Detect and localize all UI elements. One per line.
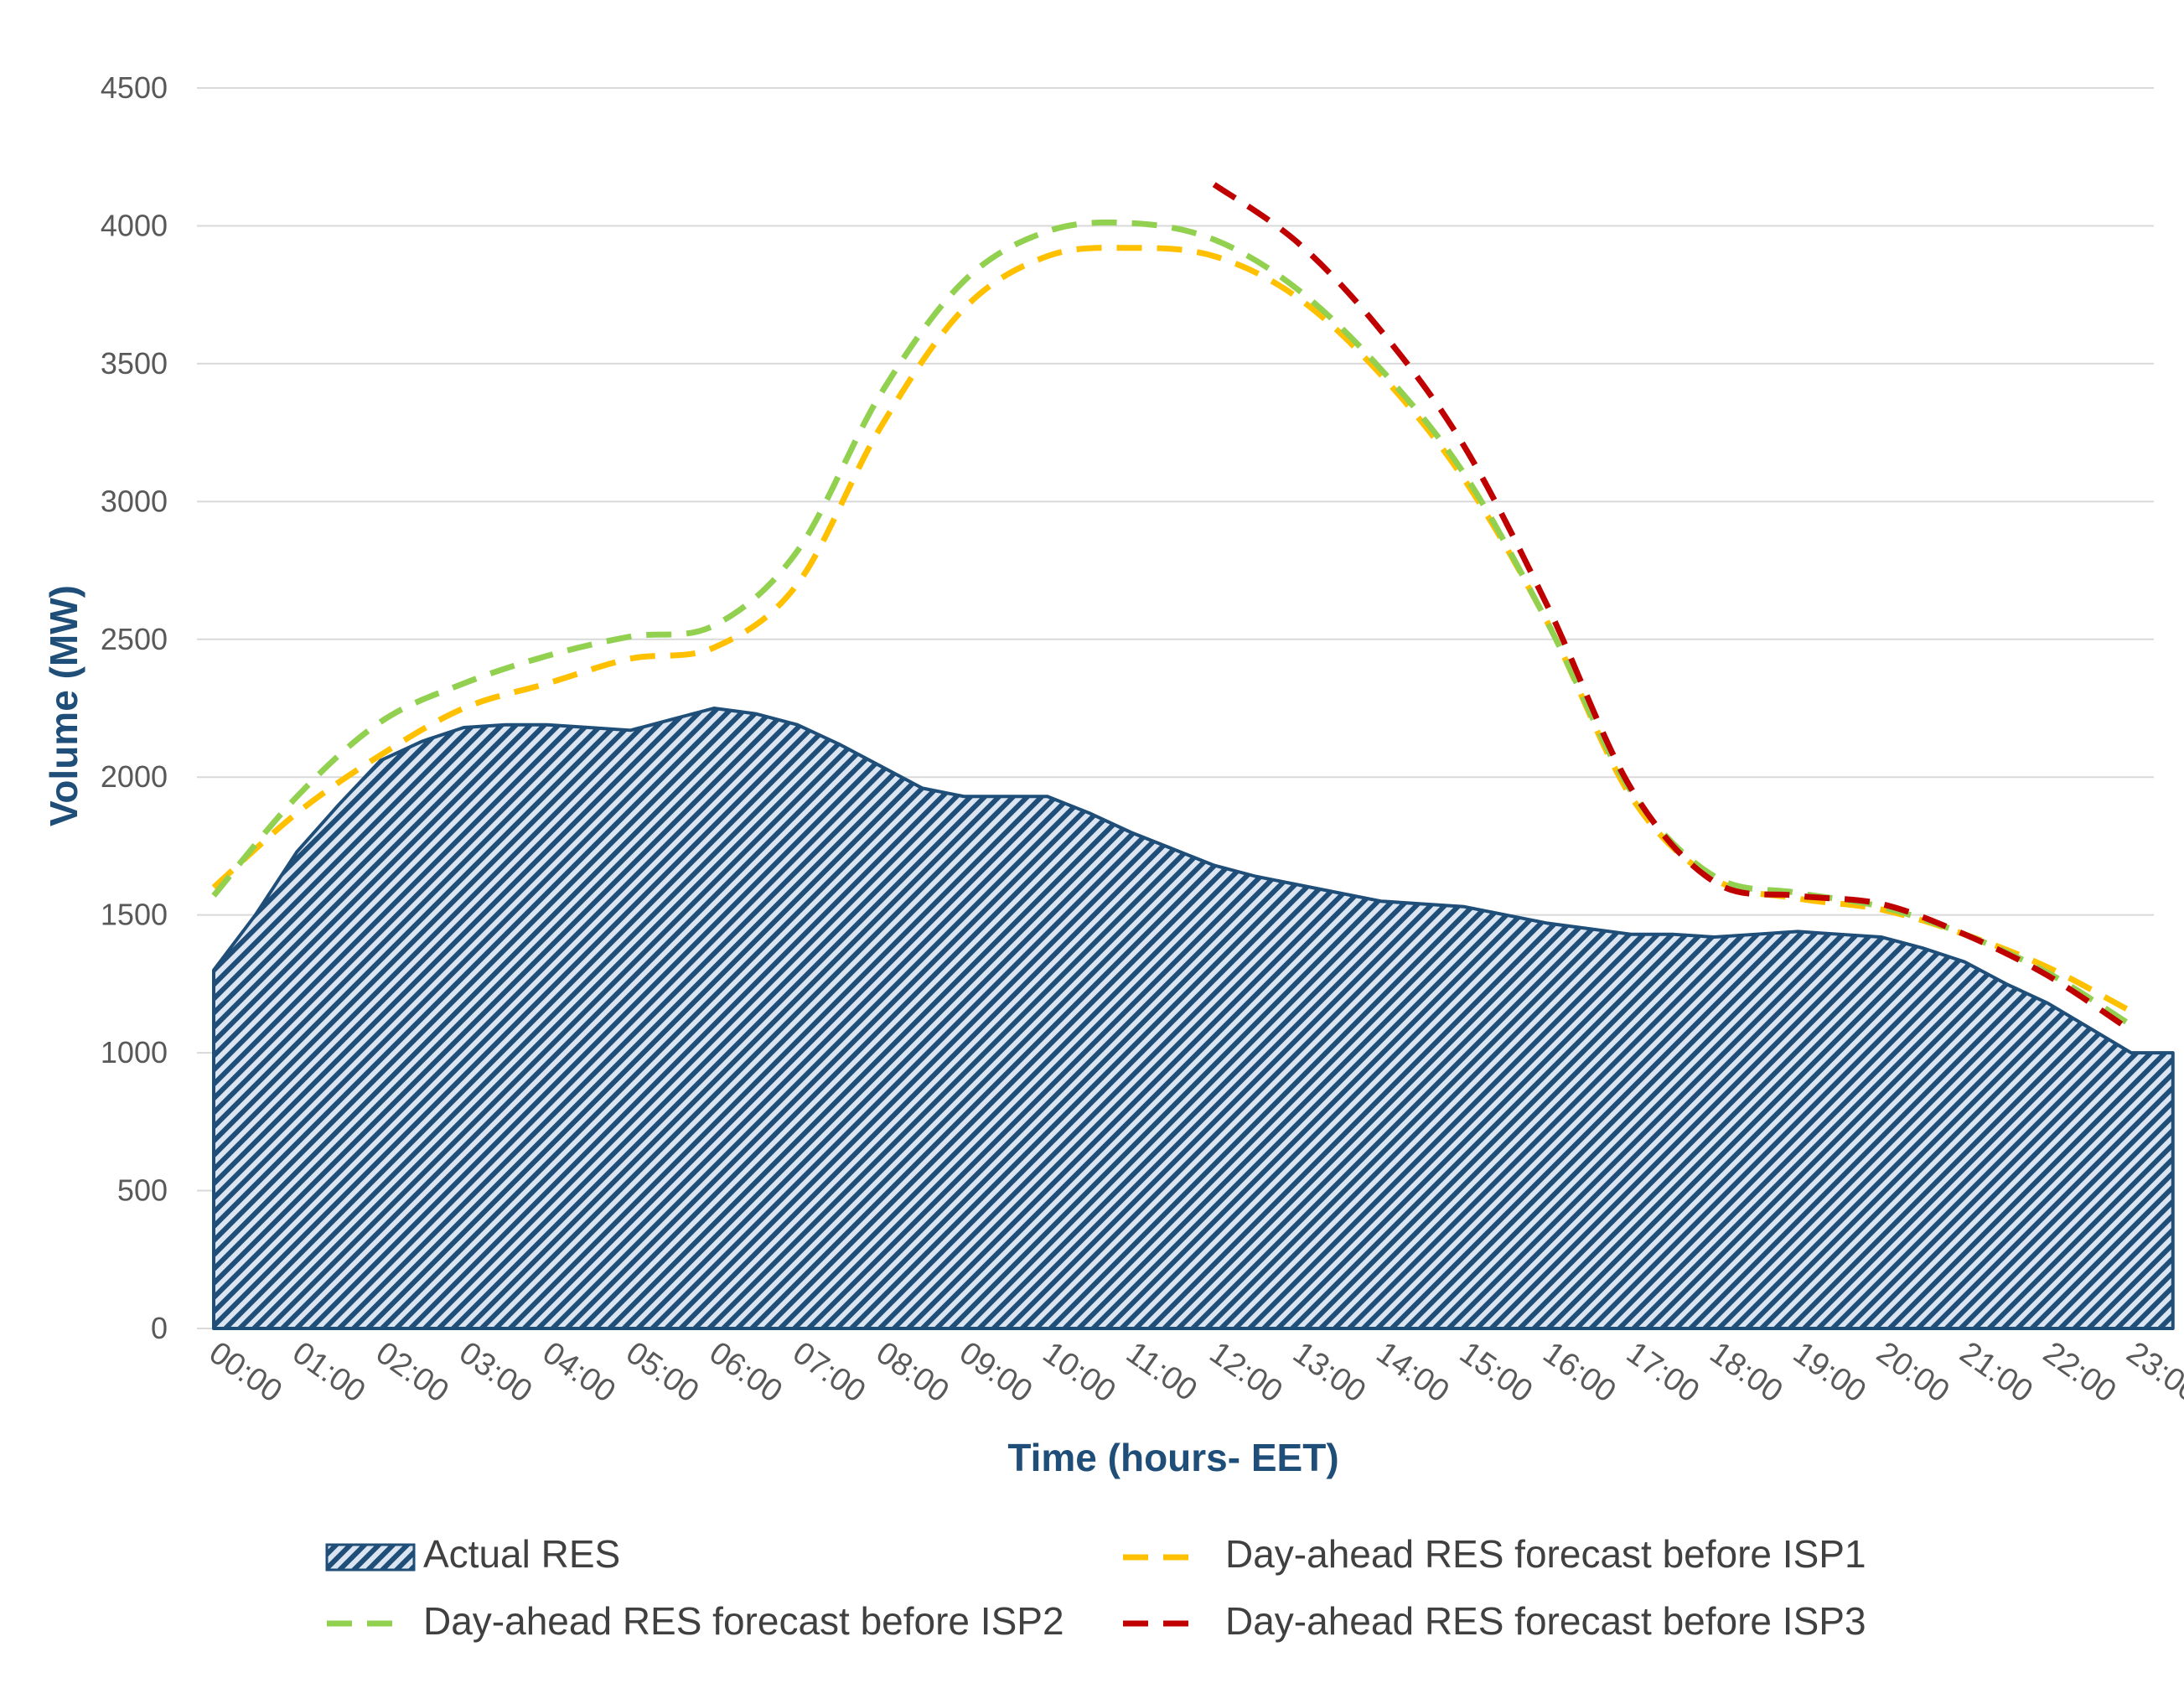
- y-axis-title: Volume (MW): [42, 585, 85, 826]
- y-tick-label: 4000: [101, 208, 168, 242]
- x-tick-label: 23:00: [2120, 1335, 2184, 1410]
- x-tick-label: 00:00: [203, 1335, 288, 1410]
- x-axis-ticks: 00:0001:0002:0003:0004:0005:0006:0007:00…: [203, 1335, 2184, 1410]
- x-tick-label: 04:00: [536, 1335, 622, 1410]
- x-tick-label: 05:00: [619, 1335, 705, 1410]
- x-tick-label: 01:00: [286, 1335, 371, 1410]
- legend-item-actual-res[interactable]: Actual RES: [325, 1532, 620, 1576]
- x-tick-label: 03:00: [453, 1335, 538, 1410]
- y-tick-label: 1500: [101, 898, 168, 932]
- x-tick-label: 21:00: [1954, 1335, 2039, 1410]
- x-tick-label: 15:00: [1453, 1335, 1539, 1410]
- x-tick-label: 07:00: [786, 1335, 872, 1410]
- y-tick-label: 0: [151, 1311, 168, 1345]
- x-tick-label: 08:00: [870, 1335, 955, 1410]
- y-tick-label: 4500: [101, 70, 168, 105]
- x-tick-label: 12:00: [1203, 1335, 1289, 1410]
- series-line-3: [1212, 182, 2133, 1033]
- y-tick-label: 2500: [101, 622, 168, 656]
- x-tick-label: 09:00: [953, 1335, 1038, 1410]
- y-tick-label: 3000: [101, 484, 168, 518]
- x-tick-label: 16:00: [1536, 1335, 1622, 1410]
- x-tick-label: 14:00: [1370, 1335, 1456, 1410]
- legend-label-actual-res: Actual RES: [423, 1532, 620, 1576]
- x-tick-label: 19:00: [1787, 1335, 1872, 1410]
- series-line-2: [211, 219, 2133, 1028]
- series-actual-res-area: [212, 707, 2175, 1330]
- x-tick-label: 13:00: [1286, 1335, 1372, 1410]
- legend-label-isp2: Day-ahead RES forecast before ISP2: [423, 1599, 1064, 1643]
- legend-label-isp3: Day-ahead RES forecast before ISP3: [1225, 1599, 1866, 1643]
- x-tick-label: 18:00: [1703, 1335, 1788, 1410]
- x-tick-label: 11:00: [1120, 1335, 1203, 1408]
- forecast-lines-layer: [211, 182, 2133, 1033]
- legend-item-isp2[interactable]: Day-ahead RES forecast before ISP2: [327, 1599, 1064, 1643]
- y-tick-label: 3500: [101, 346, 168, 381]
- x-tick-label: 17:00: [1620, 1335, 1705, 1410]
- legend: Actual RES Day-ahead RES forecast before…: [325, 1532, 1866, 1643]
- x-tick-label: 20:00: [1870, 1335, 1955, 1410]
- x-tick-label: 06:00: [703, 1335, 789, 1410]
- y-tick-label: 500: [117, 1173, 168, 1208]
- x-axis-title: Time (hours- EET): [1007, 1436, 1338, 1479]
- y-tick-label: 1000: [101, 1035, 168, 1069]
- x-tick-label: 22:00: [2037, 1335, 2122, 1410]
- y-axis-ticks: 0 500 1000 1500 2000 2500 3000 3500 4000 4500: [101, 70, 168, 1345]
- legend-label-isp1: Day-ahead RES forecast before ISP1: [1225, 1532, 1866, 1576]
- actual-res-area-layer: [212, 707, 2175, 1330]
- x-tick-label: 02:00: [370, 1335, 455, 1410]
- x-tick-label: 10:00: [1037, 1335, 1122, 1410]
- y-tick-label: 2000: [101, 759, 168, 794]
- legend-item-isp1[interactable]: Day-ahead RES forecast before ISP1: [1123, 1532, 1866, 1576]
- legend-swatch-actual-res: [325, 1543, 416, 1572]
- legend-item-isp3[interactable]: Day-ahead RES forecast before ISP3: [1123, 1599, 1866, 1643]
